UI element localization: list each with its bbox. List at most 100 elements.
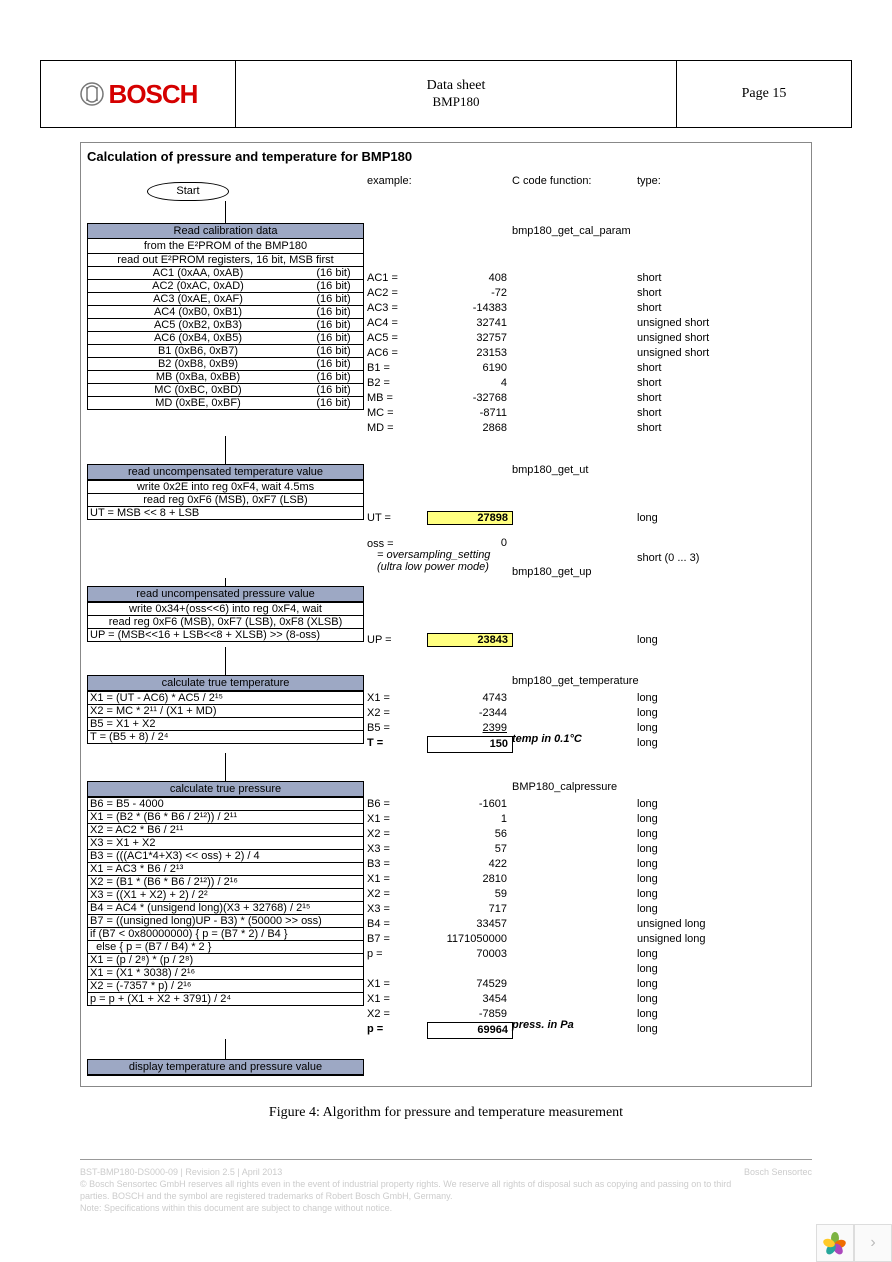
footer-left: BST-BMP180-DS000-09 | Revision 2.5 | Apr… (80, 1166, 282, 1178)
press-note (512, 868, 637, 883)
calib-key: AC2 = (367, 286, 427, 301)
ut-val: 27898 (427, 511, 513, 525)
calib-key: MB = (367, 391, 427, 406)
press-type: long (637, 827, 767, 842)
press-formula: X3 = ((X1 + X2) + 2) / 2² (88, 888, 363, 901)
calib-val: 4 (427, 376, 511, 391)
press-key: B7 = (367, 932, 427, 947)
temp-val: 4743 (427, 691, 511, 706)
temp-note (512, 717, 637, 732)
calib-val: -8711 (427, 406, 511, 421)
calib-row: AC6 (0xB4, 0xB5)(16 bit) (88, 331, 363, 344)
calib-row: MC (0xBC, 0xBD)(16 bit) (88, 383, 363, 396)
press-formula: X1 = (X1 * 3038) / 2¹⁶ (88, 966, 363, 979)
press-key: X2 = (367, 827, 427, 842)
press-note (512, 913, 637, 928)
calib-row: B1 (0xB6, 0xB7)(16 bit) (88, 344, 363, 357)
press-key: X1 = (367, 992, 427, 1007)
temp-type: long (637, 721, 767, 736)
calib-type: short (637, 421, 767, 436)
calib-hdr: Read calibration data (88, 224, 363, 239)
up-val: 23843 (427, 633, 513, 647)
press-formula: B3 = (((AC1*4+X3) << oss) + 2) / 4 (88, 849, 363, 862)
nav-logo-button[interactable] (816, 1224, 854, 1262)
press-type: long (637, 887, 767, 902)
connector (225, 1039, 226, 1059)
calib-row: AC3 (0xAE, 0xAF)(16 bit) (88, 292, 363, 305)
press-type: long (637, 812, 767, 827)
press-type: long (637, 977, 767, 992)
display-box: display temperature and pressure value (87, 1059, 364, 1076)
press-formula: else { p = (B7 / B4) * 2 } (88, 940, 363, 953)
connector (225, 201, 226, 223)
oss-note: = oversampling_setting (377, 549, 512, 561)
press-type: long (637, 857, 767, 872)
calib-func: bmp180_get_cal_param (512, 223, 637, 436)
algorithm-diagram: Calculation of pressure and temperature … (80, 142, 812, 1087)
temp-hdr: calculate true temperature (88, 676, 363, 691)
press-formula: X1 = (B2 * (B6 * B6 / 2¹²)) / 2¹¹ (88, 810, 363, 823)
press-val: -7859 (427, 1007, 511, 1022)
temp-note (512, 702, 637, 717)
press-type: long (637, 947, 767, 962)
col-cfunc-hdr: C code function: (512, 174, 637, 201)
temp-formula: X1 = (UT - AC6) * AC5 / 2¹⁵ (88, 691, 363, 704)
press-note (512, 943, 637, 958)
col-example-hdr: example: (367, 174, 427, 201)
press-formula: B7 = ((unsigned long)UP - B3) * (50000 >… (88, 914, 363, 927)
up-func: bmp180_get_up (512, 566, 637, 578)
calib-val: 408 (427, 271, 511, 286)
temp-formula: B5 = X1 + X2 (88, 717, 363, 730)
logo-text: BOSCH (109, 79, 198, 110)
press-note (512, 898, 637, 913)
temp-type: long (637, 706, 767, 721)
up-box: read uncompensated pressure value write … (87, 586, 364, 642)
temp-box: calculate true temperature X1 = (UT - AC… (87, 675, 364, 744)
calib-key: AC5 = (367, 331, 427, 346)
up-type: long (637, 634, 767, 646)
press-formula: X1 = AC3 * B6 / 2¹³ (88, 862, 363, 875)
calib-type: short (637, 376, 767, 391)
press-note (512, 988, 637, 1003)
press-formula: X2 = AC2 * B6 / 2¹¹ (88, 823, 363, 836)
calib-row: AC2 (0xAC, 0xAD)(16 bit) (88, 279, 363, 292)
calib-row: AC4 (0xB0, 0xB1)(16 bit) (88, 305, 363, 318)
press-key: X3 = (367, 842, 427, 857)
calib-key: MD = (367, 421, 427, 436)
press-key: X2 = (367, 887, 427, 902)
press-formula: X2 = (-7357 * p) / 2¹⁶ (88, 979, 363, 992)
diagram-title: Calculation of pressure and temperature … (87, 147, 805, 174)
col-type-hdr: type: (637, 174, 767, 201)
display-hdr: display temperature and pressure value (88, 1060, 363, 1075)
press-type: unsigned long (637, 917, 767, 932)
press-formula: B6 = B5 - 4000 (88, 797, 363, 810)
press-val: 1 (427, 812, 511, 827)
calib-row: MB (0xBa, 0xBB)(16 bit) (88, 370, 363, 383)
temp-formula: X2 = MC * 2¹¹ / (X1 + MD) (88, 704, 363, 717)
footer-right: Bosch Sensortec (744, 1166, 812, 1178)
nav-next-button[interactable]: › (854, 1224, 892, 1262)
footer-line2: parties. BOSCH and the symbol are regist… (80, 1190, 812, 1202)
calib-val: -72 (427, 286, 511, 301)
calib-type: short (637, 391, 767, 406)
press-val: 717 (427, 902, 511, 917)
press-key (367, 962, 427, 977)
calib-key: AC1 = (367, 271, 427, 286)
press-val: 3454 (427, 992, 511, 1007)
calib-type: short (637, 406, 767, 421)
ut-key: UT = (367, 512, 427, 524)
temp-val: 2399 (427, 721, 511, 736)
calib-key: MC = (367, 406, 427, 421)
press-type: long (637, 962, 767, 977)
calib-key: B1 = (367, 361, 427, 376)
calib-val: 23153 (427, 346, 511, 361)
page-number: Page 15 (677, 61, 852, 128)
temp-key: X2 = (367, 706, 427, 721)
start-node: Start (147, 182, 229, 201)
ut-func: bmp180_get_ut (512, 464, 637, 476)
calib-row: MD (0xBE, 0xBF)(16 bit) (88, 396, 363, 409)
press-type: long (637, 872, 767, 887)
footer-line3: Note: Specifications within this documen… (80, 1202, 812, 1214)
product-name: BMP180 (248, 94, 664, 110)
temp-key: X1 = (367, 691, 427, 706)
